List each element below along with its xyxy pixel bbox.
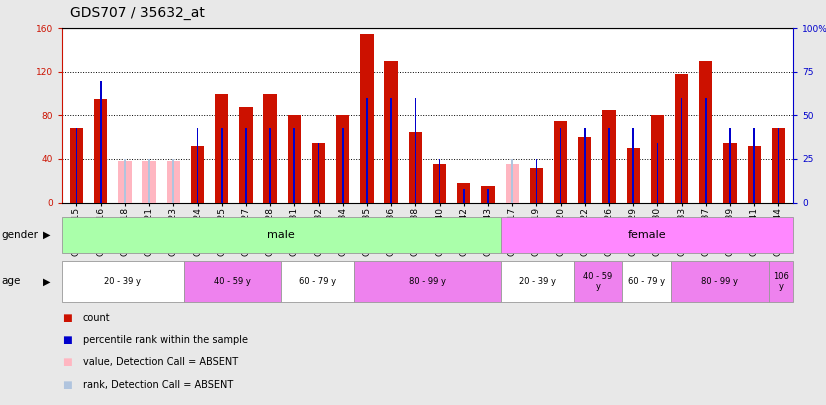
Text: rank, Detection Call = ABSENT: rank, Detection Call = ABSENT: [83, 380, 233, 390]
Bar: [724, 143, 737, 202]
Bar: [777, 128, 779, 202]
Text: gender: gender: [2, 230, 39, 240]
Text: 60 - 79 y: 60 - 79 y: [299, 277, 336, 286]
Bar: [501, 217, 793, 253]
Bar: [148, 159, 150, 202]
Text: ■: ■: [62, 335, 72, 345]
Bar: [768, 261, 793, 302]
Bar: [197, 128, 198, 202]
Bar: [62, 261, 183, 302]
Bar: [263, 94, 277, 202]
Bar: [118, 161, 131, 202]
Text: 40 - 59 y: 40 - 59 y: [214, 277, 251, 286]
Text: 80 - 99 y: 80 - 99 y: [701, 277, 738, 286]
Bar: [191, 146, 204, 202]
Bar: [501, 261, 573, 302]
Bar: [560, 128, 562, 202]
Bar: [657, 143, 658, 202]
Bar: [671, 261, 768, 302]
Text: 20 - 39 y: 20 - 39 y: [519, 277, 556, 286]
Bar: [705, 98, 707, 202]
Bar: [529, 168, 543, 202]
Text: ▶: ▶: [43, 277, 50, 286]
Bar: [124, 159, 126, 202]
Bar: [535, 159, 537, 202]
Bar: [554, 121, 567, 202]
Bar: [269, 128, 271, 202]
Bar: [312, 143, 325, 202]
Bar: [287, 115, 301, 202]
Bar: [487, 189, 489, 202]
Text: ▶: ▶: [43, 230, 50, 240]
Bar: [771, 128, 785, 202]
Bar: [215, 94, 228, 202]
Bar: [360, 34, 373, 202]
Text: female: female: [628, 230, 666, 240]
Bar: [240, 107, 253, 202]
Text: ■: ■: [62, 380, 72, 390]
Bar: [457, 183, 471, 202]
Bar: [336, 115, 349, 202]
Bar: [439, 159, 440, 202]
Bar: [675, 74, 688, 202]
Bar: [681, 98, 682, 202]
Bar: [415, 98, 416, 202]
Text: percentile rank within the sample: percentile rank within the sample: [83, 335, 248, 345]
Bar: [281, 261, 354, 302]
Text: 40 - 59
y: 40 - 59 y: [583, 272, 613, 291]
Bar: [76, 128, 78, 202]
Text: ■: ■: [62, 358, 72, 367]
Bar: [409, 132, 422, 202]
Text: 106
y: 106 y: [773, 272, 789, 291]
Text: age: age: [2, 277, 21, 286]
Bar: [651, 115, 664, 202]
Bar: [602, 110, 615, 202]
Bar: [391, 98, 392, 202]
Bar: [384, 61, 398, 202]
Bar: [748, 146, 761, 202]
Bar: [183, 261, 281, 302]
Bar: [633, 128, 634, 202]
Bar: [293, 128, 295, 202]
Bar: [573, 261, 623, 302]
Text: GDS707 / 35632_at: GDS707 / 35632_at: [70, 6, 205, 20]
Bar: [221, 128, 222, 202]
Bar: [729, 128, 731, 202]
Text: male: male: [268, 230, 295, 240]
Text: 20 - 39 y: 20 - 39 y: [104, 277, 141, 286]
Bar: [167, 161, 180, 202]
Bar: [506, 164, 519, 202]
Text: value, Detection Call = ABSENT: value, Detection Call = ABSENT: [83, 358, 238, 367]
Bar: [753, 128, 755, 202]
Bar: [70, 128, 83, 202]
Bar: [482, 186, 495, 202]
Bar: [584, 128, 586, 202]
Bar: [342, 128, 344, 202]
Bar: [627, 148, 640, 202]
Bar: [699, 61, 713, 202]
Bar: [608, 128, 610, 202]
Bar: [94, 99, 107, 202]
Bar: [100, 81, 102, 202]
Text: count: count: [83, 313, 110, 323]
Bar: [173, 159, 174, 202]
Text: 60 - 79 y: 60 - 79 y: [629, 277, 665, 286]
Bar: [354, 261, 501, 302]
Bar: [142, 161, 156, 202]
Bar: [62, 217, 501, 253]
Bar: [366, 98, 368, 202]
Bar: [245, 128, 247, 202]
Text: 80 - 99 y: 80 - 99 y: [409, 277, 446, 286]
Text: ■: ■: [62, 313, 72, 323]
Bar: [623, 261, 671, 302]
Bar: [578, 137, 591, 202]
Bar: [318, 143, 320, 202]
Bar: [463, 189, 464, 202]
Bar: [511, 159, 513, 202]
Bar: [433, 164, 446, 202]
